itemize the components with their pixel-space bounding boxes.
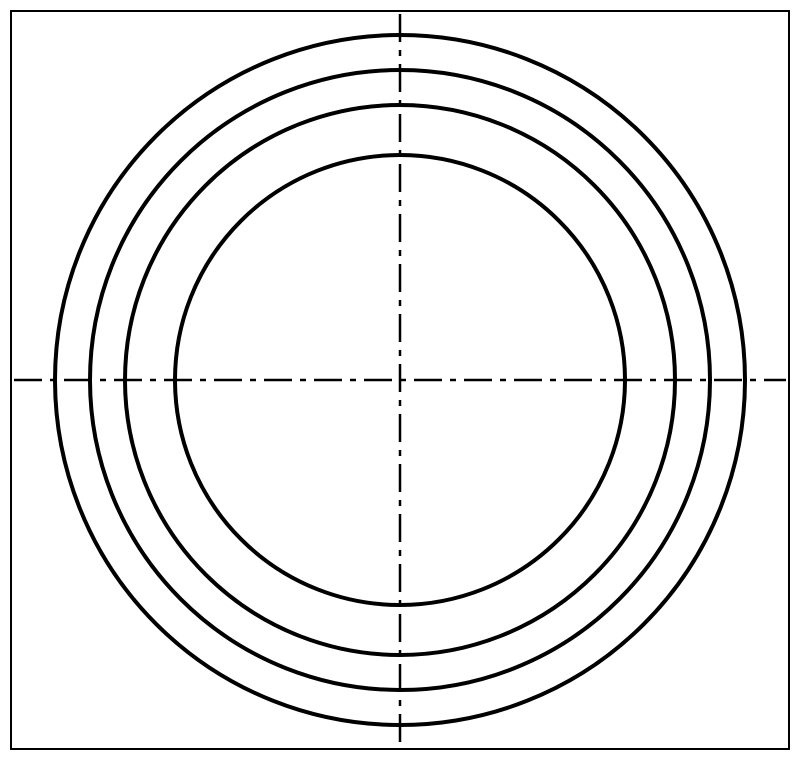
outer-frame — [10, 10, 790, 750]
